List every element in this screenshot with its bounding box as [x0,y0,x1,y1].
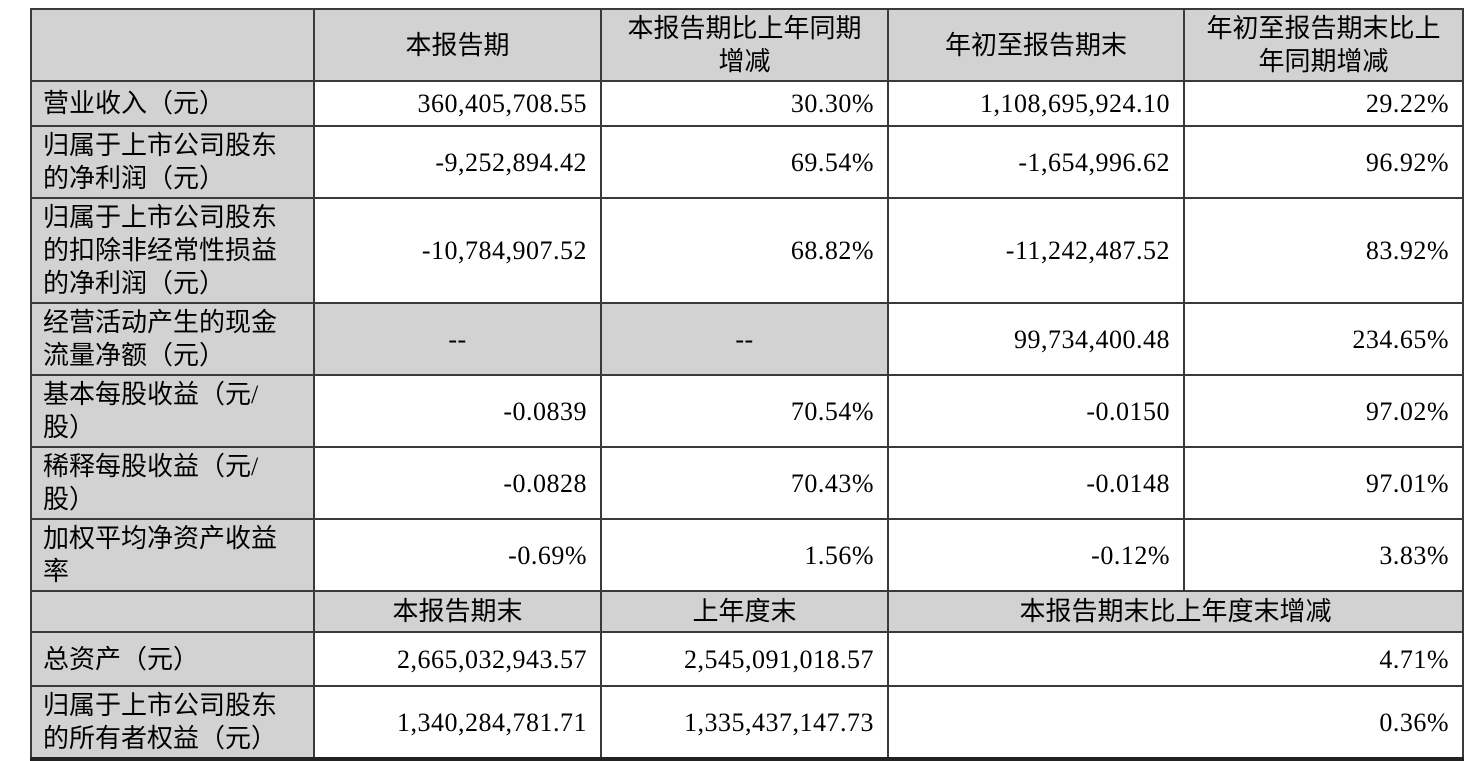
value-cell-merged: 4.71% [887,631,1464,688]
value-cell: 97.01% [1183,446,1464,521]
table-row-equity-attributable-to-shareholders: 归属于上市公司股东 的所有者权益（元） 1,340,284,781.71 1,3… [30,685,1464,761]
row-label: 归属于上市公司股东 的所有者权益（元） [30,685,315,761]
column-header-current-period: 本报告期 [313,7,602,83]
row-label: 营业收入（元） [30,80,315,128]
value-cell: 29.22% [1183,80,1464,128]
corner-cell [30,7,315,83]
value-cell: -0.0839 [313,374,602,449]
value-cell: -9,252,894.42 [313,125,602,200]
value-cell: 99,734,400.48 [887,302,1185,377]
row-label: 归属于上市公司股东 的扣除非经常性损益 的净利润（元） [30,197,315,305]
table-row-basic-eps: 基本每股收益（元/ 股） -0.0839 70.54% -0.0150 97.0… [30,374,1464,449]
value-cell: 1,340,284,781.71 [313,685,602,761]
value-cell: 2,665,032,943.57 [313,631,602,688]
empty-value-cell: -- [313,302,602,377]
row-label: 归属于上市公司股东 的净利润（元） [30,125,315,200]
value-cell: -0.0828 [313,446,602,521]
value-cell: -11,242,487.52 [887,197,1185,305]
value-cell: -0.12% [887,518,1185,593]
table-row-net-profit-excl-nonrecurring: 归属于上市公司股东 的扣除非经常性损益 的净利润（元） -10,784,907.… [30,197,1464,305]
column-header-ytd: 年初至报告期末 [887,7,1185,83]
column-header-change-vs-last-year-end: 本报告期末比上年度末增减 [887,590,1464,634]
column-header-ytd-yoy-change: 年初至报告期末比上 年同期增减 [1183,7,1464,83]
value-cell: -0.69% [313,518,602,593]
value-cell: 3.83% [1183,518,1464,593]
value-cell: 70.54% [600,374,889,449]
column-header-yoy-change: 本报告期比上年同期 增减 [600,7,889,83]
column-header-end-of-last-year: 上年度末 [600,590,889,634]
financial-summary-table: 本报告期 本报告期比上年同期 增减 年初至报告期末 年初至报告期末比上 年同期增… [30,7,1464,761]
value-cell: 68.82% [600,197,889,305]
value-cell: -10,784,907.52 [313,197,602,305]
table-row-total-assets: 总资产（元） 2,665,032,943.57 2,545,091,018.57… [30,631,1464,688]
value-cell: 2,545,091,018.57 [600,631,889,688]
value-cell: 360,405,708.55 [313,80,602,128]
row-label: 稀释每股收益（元/ 股） [30,446,315,521]
value-cell: 1.56% [600,518,889,593]
value-cell: 1,108,695,924.10 [887,80,1185,128]
value-cell: -0.0148 [887,446,1185,521]
table-header-row-section2: 本报告期末 上年度末 本报告期末比上年度末增减 [30,590,1464,634]
table-row-net-profit: 归属于上市公司股东 的净利润（元） -9,252,894.42 69.54% -… [30,125,1464,200]
empty-value-cell: -- [600,302,889,377]
value-cell: 30.30% [600,80,889,128]
value-cell: 83.92% [1183,197,1464,305]
row-label: 总资产（元） [30,631,315,688]
value-cell: 234.65% [1183,302,1464,377]
value-cell: -0.0150 [887,374,1185,449]
row-label: 加权平均净资产收益 率 [30,518,315,593]
value-cell: 1,335,437,147.73 [600,685,889,761]
value-cell: 70.43% [600,446,889,521]
value-cell: 96.92% [1183,125,1464,200]
value-cell: 97.02% [1183,374,1464,449]
table-row-operating-cash-flow: 经营活动产生的现金 流量净额（元） -- -- 99,734,400.48 23… [30,302,1464,377]
table-header-row-section1: 本报告期 本报告期比上年同期 增减 年初至报告期末 年初至报告期末比上 年同期增… [30,7,1464,83]
column-header-end-of-period: 本报告期末 [313,590,602,634]
row-label: 基本每股收益（元/ 股） [30,374,315,449]
corner-cell [30,590,315,634]
table-row-weighted-avg-roe: 加权平均净资产收益 率 -0.69% 1.56% -0.12% 3.83% [30,518,1464,593]
table-row-diluted-eps: 稀释每股收益（元/ 股） -0.0828 70.43% -0.0148 97.0… [30,446,1464,521]
row-label: 经营活动产生的现金 流量净额（元） [30,302,315,377]
value-cell: -1,654,996.62 [887,125,1185,200]
value-cell: 69.54% [600,125,889,200]
table-row-operating-revenue: 营业收入（元） 360,405,708.55 30.30% 1,108,695,… [30,80,1464,128]
value-cell-merged: 0.36% [887,685,1464,761]
